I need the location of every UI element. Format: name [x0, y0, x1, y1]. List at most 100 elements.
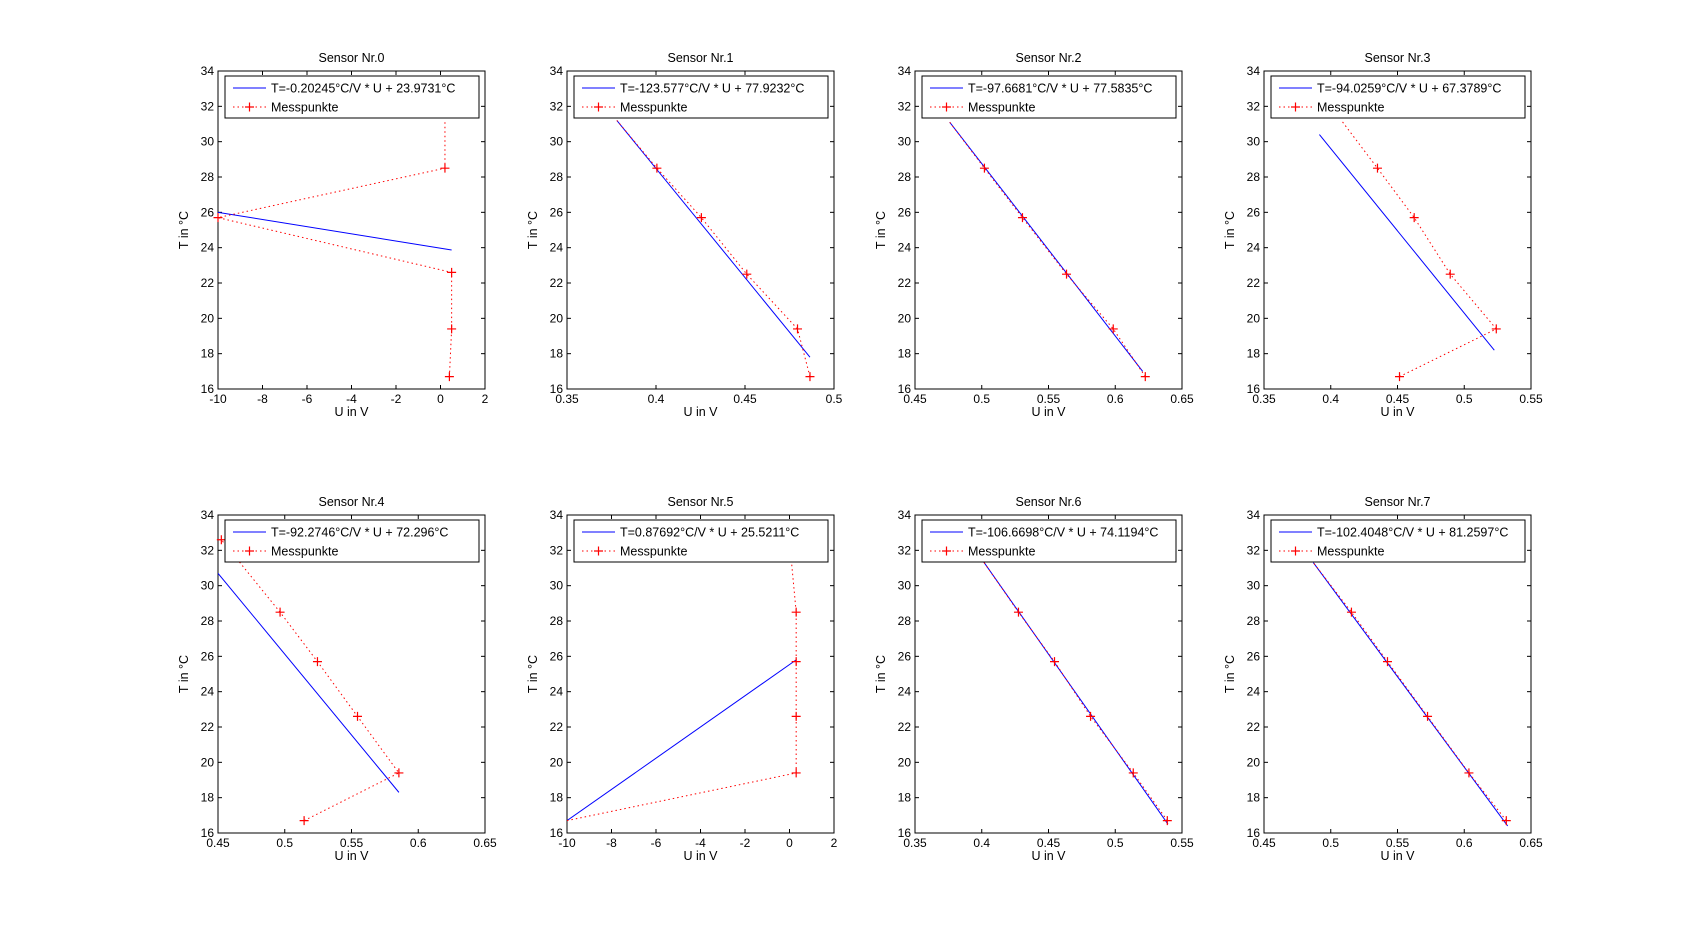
legend-marker — [594, 102, 603, 112]
x-tick-label: -8 — [257, 392, 268, 406]
y-tick-label: 34 — [1247, 508, 1261, 522]
legend: T=-123.577°C/V * U + 77.9232°C Messpunkte — [573, 75, 829, 119]
legend: T=-102.4048°C/V * U + 81.2597°C Messpunkt… — [1270, 519, 1526, 563]
y-tick-label: 32 — [550, 543, 564, 557]
x-tick-label: 0.4 — [973, 836, 990, 850]
y-tick-label: 18 — [550, 791, 564, 805]
subplot-7: Sensor Nr.7 0.45 0.5 0.55 0.6 0.65 16 18 20 22 24 2… — [1223, 495, 1543, 863]
y-tick-label: 24 — [201, 685, 215, 699]
y-tick-label: 30 — [1247, 579, 1261, 593]
y-tick-label: 24 — [550, 241, 564, 255]
x-tick-label: -10 — [558, 836, 576, 850]
fit-line — [218, 572, 400, 793]
legend-entry: T=-102.4048°C/V * U + 81.2597°C — [1317, 526, 1508, 540]
data-point — [447, 267, 457, 277]
x-tick-label: -8 — [606, 836, 617, 850]
x-tick-label: -2 — [740, 836, 751, 850]
legend-entry: Messpunkte — [620, 545, 687, 559]
y-tick-label: 26 — [1247, 205, 1261, 219]
legend-entry: T=0.87692°C/V * U + 25.5211°C — [620, 526, 799, 540]
data-point — [1108, 324, 1118, 334]
legend-entry: Messpunkte — [271, 101, 338, 115]
subplot-0: Sensor Nr.0 -10 -8 -6 -4 -2 0 2 16 18 20 22 24 26 28 30… — [177, 51, 489, 419]
y-tick-label: 16 — [550, 382, 564, 396]
y-tick-label: 30 — [1247, 135, 1261, 149]
data-point — [440, 163, 450, 173]
data-point — [1162, 816, 1172, 826]
x-tick-label: 0.55 — [340, 836, 364, 850]
legend-entry: T=-106.6698°C/V * U + 74.1194°C — [968, 526, 1158, 540]
y-tick-label: 26 — [201, 205, 215, 219]
y-tick-label: 18 — [201, 347, 215, 361]
data-point — [444, 372, 454, 382]
y-tick-label: 32 — [550, 99, 564, 113]
series-group — [949, 121, 1146, 377]
data-point — [299, 816, 309, 826]
y-tick-label: 26 — [550, 205, 564, 219]
x-tick-label: 0.5 — [276, 836, 293, 850]
y-tick-label: 34 — [1247, 64, 1261, 78]
y-tick-label: 16 — [1247, 826, 1261, 840]
chart-title: Sensor Nr.4 — [318, 495, 384, 509]
y-tick-label: 20 — [1247, 311, 1261, 325]
series-group — [616, 120, 811, 377]
y-tick-label: 24 — [1247, 685, 1261, 699]
data-point — [805, 372, 815, 382]
x-tick-label: 0.55 — [1170, 836, 1194, 850]
y-tick-label: 20 — [201, 755, 215, 769]
x-tick-label: 0 — [437, 392, 444, 406]
data-point — [979, 163, 989, 173]
data-point — [1372, 163, 1382, 173]
y-axis-label: T in °C — [177, 655, 191, 693]
x-tick-label: 0.55 — [1037, 392, 1061, 406]
legend-marker — [1291, 102, 1300, 112]
data-point — [1013, 607, 1023, 617]
x-tick-label: 0.65 — [473, 836, 497, 850]
x-tick-label: -4 — [695, 836, 706, 850]
legend-box — [224, 519, 480, 563]
fit-line — [567, 659, 797, 822]
legend-box — [224, 75, 480, 119]
y-tick-label: 16 — [201, 826, 215, 840]
data-point — [696, 213, 706, 223]
y-axis-label: T in °C — [526, 655, 540, 693]
legend-entry: Messpunkte — [968, 101, 1035, 115]
x-tick-label: 0.45 — [1252, 836, 1276, 850]
y-tick-label: 26 — [201, 649, 215, 663]
legend-box — [573, 519, 829, 563]
data-point — [394, 768, 404, 778]
x-tick-label: 0.45 — [1037, 836, 1061, 850]
y-tick-label: 22 — [201, 720, 215, 734]
y-tick-label: 32 — [898, 99, 912, 113]
x-tick-label: 0.5 — [973, 392, 990, 406]
y-tick-label: 20 — [898, 311, 912, 325]
x-tick-label: 0.35 — [555, 392, 579, 406]
data-point — [1501, 816, 1511, 826]
y-tick-label: 16 — [1247, 382, 1261, 396]
x-tick-label: 0.35 — [903, 836, 927, 850]
y-tick-label: 28 — [1247, 170, 1261, 184]
x-tick-label: 0.5 — [1456, 392, 1473, 406]
legend: T=-106.6698°C/V * U + 74.1194°C Messpunkt… — [921, 519, 1177, 563]
legend-box — [921, 75, 1177, 119]
y-tick-label: 26 — [1247, 649, 1261, 663]
data-point — [1050, 657, 1060, 667]
legend-entry: Messpunkte — [1317, 101, 1384, 115]
data-point — [1140, 372, 1150, 382]
x-tick-label: 0.65 — [1170, 392, 1194, 406]
y-tick-label: 30 — [898, 135, 912, 149]
data-point — [1062, 269, 1072, 279]
y-tick-label: 16 — [898, 826, 912, 840]
x-tick-label: 0.65 — [1519, 836, 1543, 850]
data-point — [793, 324, 803, 334]
chart-title: Sensor Nr.1 — [667, 51, 733, 65]
x-tick-label: 0.45 — [903, 392, 927, 406]
x-tick-label: 0.55 — [1519, 392, 1543, 406]
data-point — [742, 269, 752, 279]
y-tick-label: 30 — [550, 579, 564, 593]
plot-area — [1263, 70, 1532, 390]
series-group — [567, 564, 797, 822]
y-tick-label: 18 — [550, 347, 564, 361]
x-tick-label: -6 — [302, 392, 313, 406]
